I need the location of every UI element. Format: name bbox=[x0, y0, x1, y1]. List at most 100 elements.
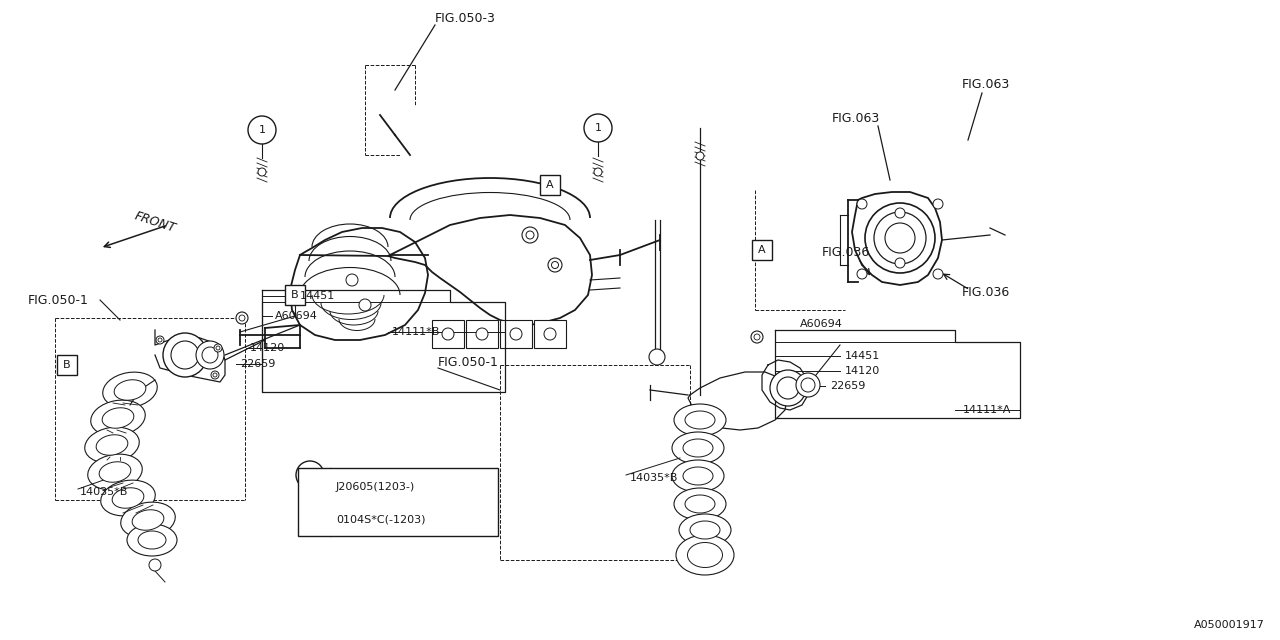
Ellipse shape bbox=[690, 521, 719, 539]
Text: 14451: 14451 bbox=[300, 291, 335, 301]
Ellipse shape bbox=[676, 535, 733, 575]
Circle shape bbox=[649, 349, 666, 365]
Ellipse shape bbox=[684, 439, 713, 457]
Circle shape bbox=[211, 371, 219, 379]
Circle shape bbox=[751, 331, 763, 343]
Circle shape bbox=[236, 312, 248, 324]
Bar bbox=[433, 320, 465, 348]
Text: FRONT: FRONT bbox=[133, 209, 178, 235]
Text: A: A bbox=[547, 180, 554, 190]
Text: 22659: 22659 bbox=[241, 359, 275, 369]
Ellipse shape bbox=[675, 404, 726, 436]
Circle shape bbox=[296, 461, 324, 489]
Ellipse shape bbox=[96, 435, 128, 455]
Circle shape bbox=[544, 328, 556, 340]
Circle shape bbox=[933, 199, 943, 209]
Bar bbox=[285, 285, 305, 305]
Circle shape bbox=[895, 208, 905, 218]
Circle shape bbox=[865, 203, 934, 273]
Circle shape bbox=[358, 299, 371, 311]
Text: FIG.036: FIG.036 bbox=[822, 246, 870, 259]
Circle shape bbox=[239, 315, 244, 321]
Ellipse shape bbox=[114, 380, 146, 400]
Circle shape bbox=[214, 344, 221, 352]
Ellipse shape bbox=[113, 488, 143, 508]
Circle shape bbox=[526, 231, 534, 239]
Circle shape bbox=[754, 334, 760, 340]
Text: 1: 1 bbox=[311, 497, 317, 507]
Bar bbox=[298, 468, 498, 536]
Ellipse shape bbox=[675, 488, 726, 520]
Circle shape bbox=[509, 328, 522, 340]
Circle shape bbox=[157, 338, 163, 342]
Circle shape bbox=[552, 262, 558, 269]
Text: FIG.050-1: FIG.050-1 bbox=[438, 355, 499, 369]
Circle shape bbox=[933, 269, 943, 279]
Text: 14111*A: 14111*A bbox=[963, 405, 1011, 415]
Text: A050001917: A050001917 bbox=[1194, 620, 1265, 630]
Text: FIG.050-1: FIG.050-1 bbox=[28, 294, 88, 307]
Ellipse shape bbox=[120, 502, 175, 538]
Circle shape bbox=[172, 341, 198, 369]
Circle shape bbox=[148, 559, 161, 571]
Text: B: B bbox=[291, 290, 298, 300]
Circle shape bbox=[202, 347, 218, 363]
Text: A60694: A60694 bbox=[275, 311, 317, 321]
Ellipse shape bbox=[687, 543, 722, 568]
Ellipse shape bbox=[101, 480, 155, 516]
Circle shape bbox=[884, 223, 915, 253]
Circle shape bbox=[248, 116, 276, 144]
Text: FIG.063: FIG.063 bbox=[963, 79, 1010, 92]
Circle shape bbox=[801, 378, 815, 392]
Circle shape bbox=[895, 258, 905, 268]
Ellipse shape bbox=[672, 460, 724, 492]
Ellipse shape bbox=[685, 495, 716, 513]
Circle shape bbox=[163, 333, 207, 377]
Text: A: A bbox=[758, 245, 765, 255]
Text: FIG.036: FIG.036 bbox=[963, 285, 1010, 298]
Circle shape bbox=[548, 258, 562, 272]
Circle shape bbox=[212, 373, 218, 377]
Circle shape bbox=[874, 212, 925, 264]
Ellipse shape bbox=[684, 467, 713, 485]
Ellipse shape bbox=[99, 462, 131, 482]
Text: B: B bbox=[63, 360, 70, 370]
Bar bbox=[466, 320, 498, 348]
Text: 1: 1 bbox=[306, 470, 314, 480]
Circle shape bbox=[196, 341, 224, 369]
Text: 14111*B: 14111*B bbox=[392, 327, 440, 337]
Text: J20605(1203-): J20605(1203-) bbox=[335, 482, 415, 492]
Text: 14120: 14120 bbox=[250, 343, 285, 353]
Text: 0104S*C(-1203): 0104S*C(-1203) bbox=[335, 515, 425, 525]
Bar bbox=[534, 320, 566, 348]
Text: 14035*B: 14035*B bbox=[79, 487, 128, 497]
Circle shape bbox=[771, 370, 806, 406]
Bar bbox=[500, 320, 532, 348]
Circle shape bbox=[858, 199, 867, 209]
Circle shape bbox=[442, 328, 454, 340]
Ellipse shape bbox=[678, 514, 731, 546]
Circle shape bbox=[346, 274, 358, 286]
Ellipse shape bbox=[84, 427, 140, 463]
Circle shape bbox=[777, 377, 799, 399]
Circle shape bbox=[259, 168, 266, 176]
Circle shape bbox=[584, 114, 612, 142]
Circle shape bbox=[858, 269, 867, 279]
Circle shape bbox=[476, 328, 488, 340]
Ellipse shape bbox=[685, 411, 716, 429]
Ellipse shape bbox=[672, 432, 724, 464]
Text: A60694: A60694 bbox=[800, 319, 842, 329]
Ellipse shape bbox=[138, 531, 166, 549]
Text: 1: 1 bbox=[259, 125, 265, 135]
Ellipse shape bbox=[91, 400, 145, 436]
Text: 14035*B: 14035*B bbox=[630, 473, 678, 483]
Text: 1: 1 bbox=[594, 123, 602, 133]
Circle shape bbox=[302, 490, 326, 514]
Ellipse shape bbox=[102, 408, 134, 428]
Ellipse shape bbox=[88, 454, 142, 490]
Circle shape bbox=[796, 373, 820, 397]
Ellipse shape bbox=[127, 524, 177, 556]
Circle shape bbox=[696, 152, 704, 160]
Circle shape bbox=[216, 346, 220, 350]
Text: 22659: 22659 bbox=[829, 381, 865, 391]
